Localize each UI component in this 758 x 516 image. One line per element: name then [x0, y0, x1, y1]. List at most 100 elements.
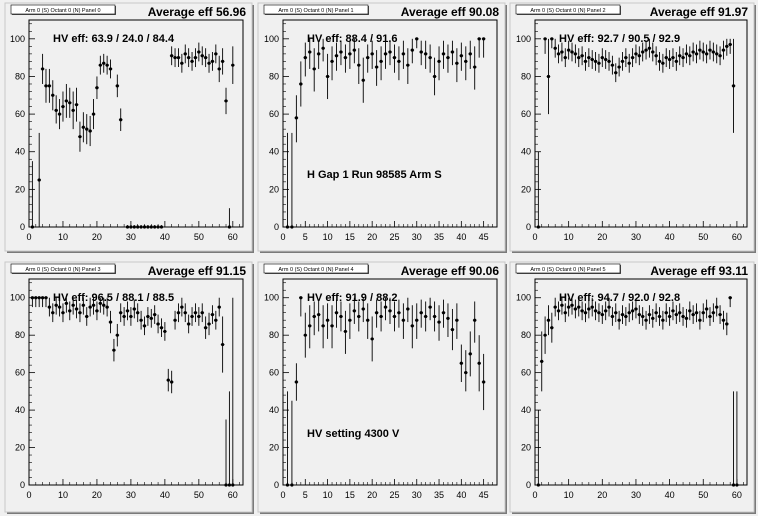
- data-point: [550, 37, 554, 49]
- data-point: [410, 38, 415, 64]
- data-point: [78, 121, 82, 152]
- x-tick-label: 10: [564, 490, 574, 500]
- data-point: [95, 76, 99, 100]
- data-point: [115, 323, 120, 347]
- data-point: [200, 46, 205, 66]
- x-tick-label: 45: [479, 490, 489, 500]
- data-point: [146, 225, 150, 229]
- data-point: [40, 296, 45, 308]
- data-point: [463, 350, 468, 392]
- marker: [718, 54, 722, 58]
- marker: [197, 50, 201, 54]
- marker: [180, 305, 184, 309]
- marker: [455, 61, 459, 65]
- data-point: [118, 108, 123, 132]
- marker: [303, 333, 307, 337]
- data-point: [330, 305, 334, 349]
- data-point: [432, 57, 437, 96]
- data-point: [370, 40, 374, 69]
- marker: [550, 37, 554, 41]
- data-point: [546, 38, 551, 115]
- data-point: [539, 331, 544, 392]
- marker: [553, 46, 557, 50]
- panel-2: Arm 0 (S) Octant 0 (N) Panel 2 Average ef…: [509, 2, 756, 253]
- data-point: [657, 51, 662, 71]
- x-tick-label: 60: [732, 490, 742, 500]
- marker: [410, 324, 414, 328]
- data-point: [78, 303, 82, 323]
- header-box: [10, 263, 116, 274]
- data-point: [220, 316, 225, 373]
- data-point: [139, 310, 143, 330]
- header-box: [10, 4, 116, 15]
- data-point: [437, 46, 441, 81]
- y-tick-label: 100: [10, 293, 25, 303]
- marker: [108, 67, 113, 71]
- marker: [678, 54, 682, 58]
- data-point: [374, 299, 379, 328]
- data-point: [550, 312, 554, 343]
- data-point: [383, 297, 388, 321]
- data-points: [285, 296, 486, 487]
- panel-header: Arm 0 (S) Octant 0 (N) Panel 2: [530, 8, 605, 14]
- data-point: [105, 55, 109, 75]
- marker: [597, 61, 601, 65]
- data-point: [725, 312, 729, 336]
- marker: [200, 54, 204, 58]
- data-point: [463, 46, 468, 81]
- y-tick-label: 100: [516, 293, 531, 303]
- data-point: [687, 46, 692, 66]
- data-point: [132, 299, 137, 319]
- marker: [214, 52, 218, 56]
- marker: [577, 305, 581, 309]
- marker: [708, 48, 712, 52]
- marker: [183, 311, 187, 315]
- marker: [577, 56, 581, 60]
- marker: [51, 311, 55, 315]
- x-tick-label: 60: [228, 490, 238, 500]
- marker: [166, 378, 170, 382]
- marker: [227, 225, 232, 229]
- marker: [207, 322, 211, 326]
- marker: [170, 380, 174, 384]
- x-tick-label: 30: [631, 490, 641, 500]
- marker: [630, 309, 635, 313]
- data-point: [553, 38, 557, 58]
- marker: [437, 59, 441, 64]
- marker: [37, 178, 41, 182]
- data-point: [691, 305, 695, 324]
- marker: [450, 327, 455, 332]
- data-point: [684, 308, 689, 328]
- marker: [325, 318, 330, 322]
- marker: [153, 225, 157, 229]
- data-point: [570, 42, 574, 62]
- data-point: [721, 310, 726, 330]
- data-point: [441, 40, 446, 69]
- x-tick-label: 0: [532, 232, 537, 242]
- marker: [207, 61, 211, 65]
- panel-5: Arm 0 (S) Octant 0 (N) Panel 5 Average ef…: [509, 261, 756, 514]
- y-tick-label: 0: [526, 480, 531, 490]
- data-point: [299, 61, 303, 107]
- marker: [567, 305, 571, 309]
- marker: [617, 318, 621, 322]
- data-point: [406, 297, 410, 323]
- data-point: [290, 400, 294, 487]
- data-point: [207, 53, 211, 73]
- data-point: [446, 44, 450, 73]
- data-point: [285, 391, 290, 487]
- data-point: [321, 38, 325, 62]
- x-tick-label: 20: [597, 232, 607, 242]
- data-point: [650, 42, 655, 62]
- data-point: [563, 303, 568, 323]
- marker: [550, 326, 554, 330]
- marker: [647, 312, 652, 317]
- marker: [678, 311, 682, 315]
- data-point: [316, 299, 321, 332]
- marker: [98, 301, 102, 305]
- data-point: [166, 368, 171, 392]
- marker: [361, 307, 365, 311]
- marker: [477, 37, 481, 41]
- marker: [664, 56, 668, 60]
